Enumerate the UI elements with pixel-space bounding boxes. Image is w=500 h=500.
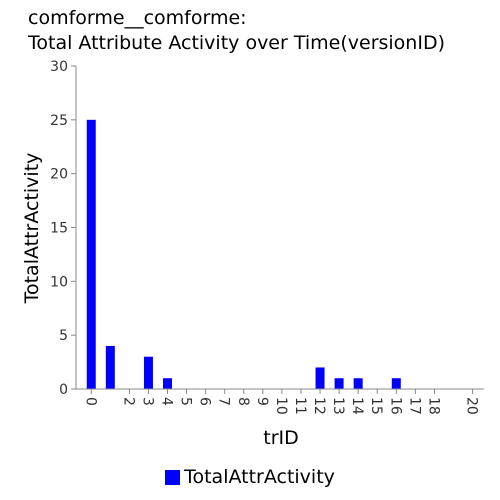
y-ticks: 0 5 10 15 20 25 30 — [50, 59, 76, 398]
bar-12 — [315, 367, 325, 389]
legend: TotalAttrActivity — [0, 466, 500, 488]
y-tick-label: 5 — [59, 328, 68, 344]
chart-title-line-1: comforme__comforme: — [28, 7, 247, 29]
x-tick-label: 14 — [349, 397, 365, 415]
bar-1 — [105, 345, 115, 389]
chart-title: comforme__comforme: Total Attribute Acti… — [28, 6, 445, 56]
legend-label: TotalAttrActivity — [184, 466, 335, 488]
x-tick-label: 8 — [235, 397, 251, 406]
bar-16 — [391, 378, 401, 389]
bars-layer — [86, 119, 401, 389]
bar-3 — [143, 356, 153, 389]
x-tick-label: 18 — [425, 397, 441, 415]
bar-4 — [163, 378, 173, 389]
x-tick-label: 16 — [387, 397, 403, 415]
bar-14 — [353, 378, 363, 389]
y-tick-label: 25 — [50, 113, 68, 129]
x-tick-label: 2 — [120, 397, 136, 406]
y-tick-label: 15 — [50, 221, 68, 237]
bar-13 — [334, 378, 344, 389]
chart-title-line-2: Total Attribute Activity over Time(versi… — [28, 32, 445, 54]
x-tick-label: 12 — [311, 397, 327, 415]
x-tick-label: 9 — [254, 397, 270, 406]
x-axis-title: trID — [263, 427, 299, 449]
x-tick-label: 4 — [159, 397, 175, 406]
x-tick-label: 20 — [464, 397, 480, 415]
axes-layer — [75, 66, 484, 390]
y-tick-label: 0 — [59, 382, 68, 398]
x-tick-label: 0 — [82, 397, 98, 406]
x-tick-label: 7 — [216, 397, 232, 406]
x-tick-label: 5 — [178, 397, 194, 406]
x-ticks: 0 2 3 4 5 6 7 8 9 10 11 12 13 14 15 16 17 18 20 — [82, 389, 480, 415]
bar-0 — [86, 119, 96, 389]
x-tick-label: 15 — [368, 397, 384, 415]
y-tick-label: 20 — [50, 167, 68, 183]
x-tick-label: 10 — [273, 397, 289, 415]
y-tick-label: 10 — [50, 274, 68, 290]
legend-swatch — [165, 469, 181, 485]
x-tick-label: 3 — [139, 397, 155, 406]
y-axis-title: TotalAttrActivity — [21, 153, 43, 305]
x-tick-label: 11 — [292, 397, 308, 415]
y-tick-label: 30 — [50, 59, 68, 75]
x-tick-label: 13 — [330, 397, 346, 415]
x-tick-label: 6 — [197, 397, 213, 406]
x-tick-label: 17 — [406, 397, 422, 415]
